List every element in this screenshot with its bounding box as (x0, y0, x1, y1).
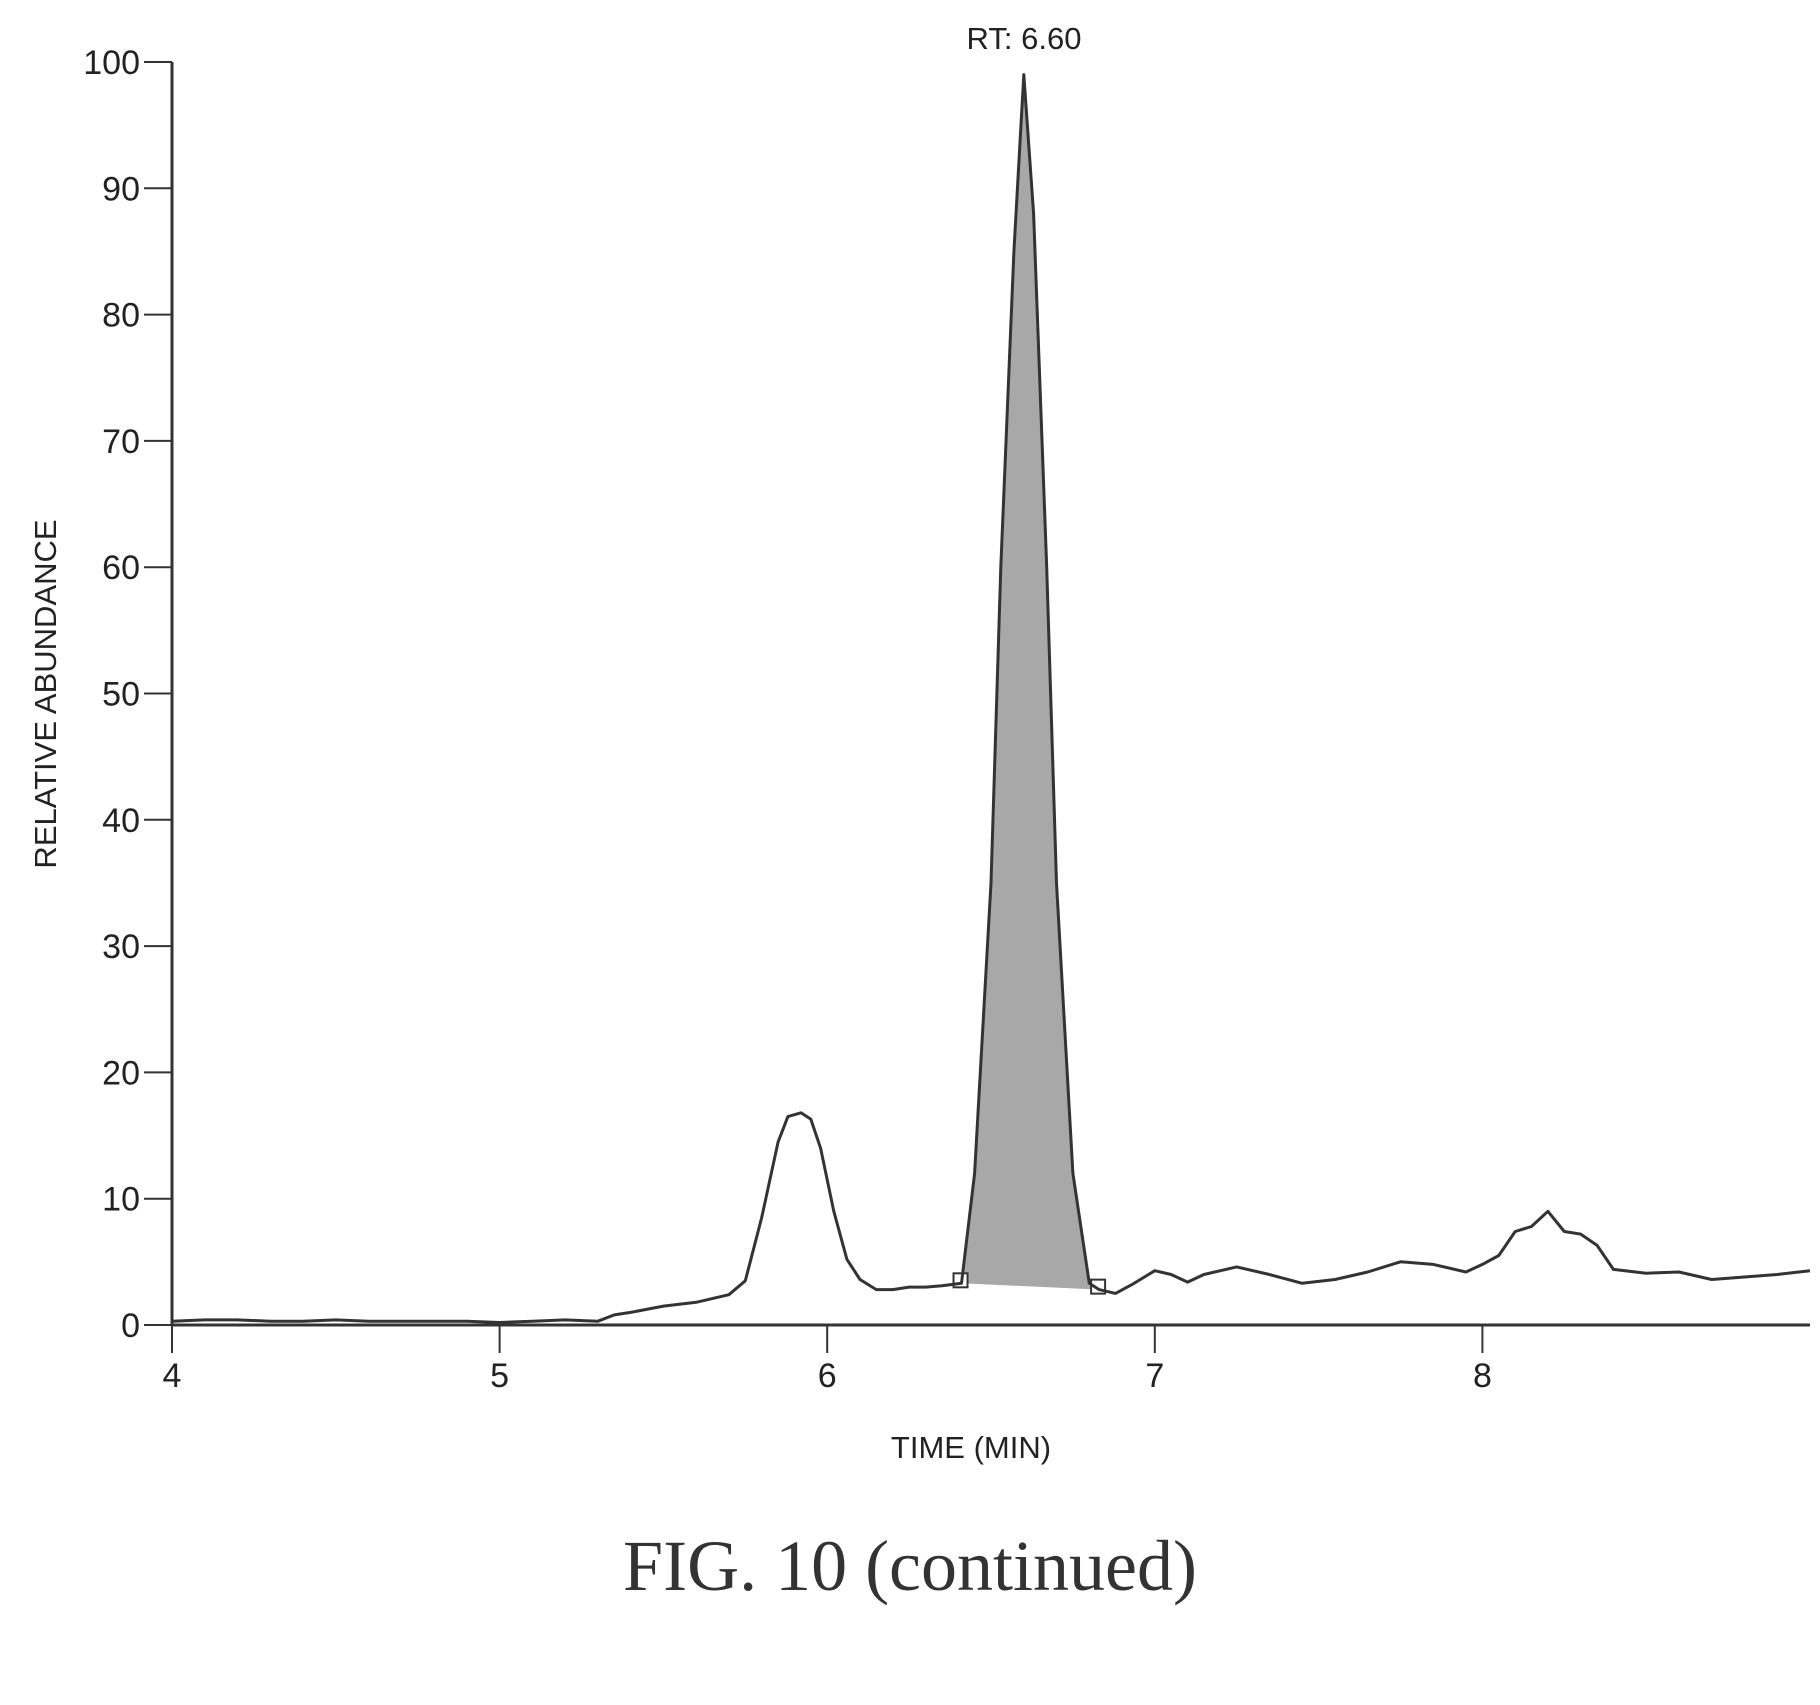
x-tick-label: 8 (1473, 1357, 1492, 1395)
y-tick-label: 100 (83, 44, 140, 82)
y-tick-label: 40 (102, 802, 140, 840)
y-tick-label: 70 (102, 423, 140, 461)
ticks: 0 10 20 30 40 50 60 70 80 90 100 4 5 6 7 8 (83, 44, 1492, 1395)
y-tick-label: 0 (121, 1307, 140, 1345)
peak-area-shading (961, 74, 1100, 1290)
x-axis-title: TIME (MIN) (891, 1430, 1051, 1465)
x-tick-label: 4 (163, 1357, 182, 1395)
plot-area (171, 73, 1811, 1324)
chromatogram-trace (171, 73, 1811, 1324)
x-tick-label: 7 (1145, 1357, 1164, 1395)
y-tick-label: 90 (102, 170, 140, 208)
x-tick-label: 5 (490, 1357, 509, 1395)
y-tick-label: 20 (102, 1054, 140, 1092)
y-tick-label: 80 (102, 297, 140, 335)
y-tick-label: 30 (102, 928, 140, 966)
x-tick-label: 6 (818, 1357, 837, 1395)
y-tick-label: 50 (102, 676, 140, 714)
y-tick-label: 60 (102, 549, 140, 587)
figure-caption: FIG. 10 (continued) (623, 1526, 1197, 1606)
y-axis-title: RELATIVE ABUNDANCE (28, 519, 63, 868)
y-tick-label: 10 (102, 1181, 140, 1219)
peak-annotation: RT: 6.60 (967, 21, 1082, 56)
chromatogram-chart: 0 10 20 30 40 50 60 70 80 90 100 4 5 6 7 8 RELATIVE ABU… (28, 21, 1811, 1465)
